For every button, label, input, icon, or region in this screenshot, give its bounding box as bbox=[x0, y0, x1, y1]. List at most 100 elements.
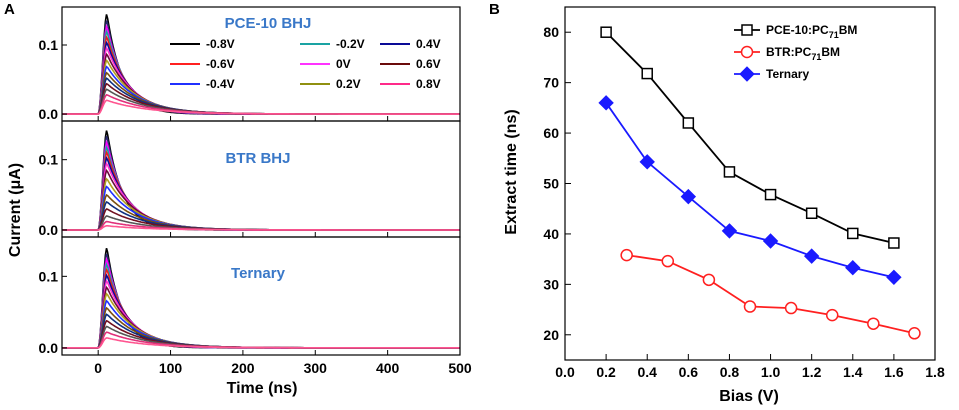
legend-label: BTR:PC71BM bbox=[766, 45, 840, 62]
legend-item: -0.4V bbox=[170, 77, 235, 91]
data-point bbox=[847, 227, 859, 240]
legend-label: -0.2V bbox=[336, 37, 365, 51]
curve-1-2 bbox=[62, 20, 460, 115]
legend-label-main: PCE-10:PC bbox=[766, 23, 829, 37]
ytick-label: 30 bbox=[543, 276, 559, 292]
ytick-label: 0.0 bbox=[39, 340, 59, 356]
ytick-label: 60 bbox=[543, 125, 559, 141]
curve-2-6 bbox=[62, 155, 460, 231]
legend-label: 0V bbox=[336, 57, 351, 71]
legend-item: 0.8V bbox=[380, 77, 441, 91]
legend-label: 0.4V bbox=[416, 37, 441, 51]
xtick-label: 500 bbox=[448, 360, 472, 376]
xtick-label: 1.8 bbox=[925, 364, 945, 380]
legend-item: BTR:PC71BM bbox=[734, 45, 840, 62]
data-point bbox=[680, 188, 697, 205]
xtick-label: 0.0 bbox=[555, 364, 575, 380]
legend-label-sub: 71 bbox=[811, 52, 821, 62]
data-point bbox=[803, 248, 820, 264]
legend-label: 0.6V bbox=[416, 57, 441, 71]
legend-item: -0.2V bbox=[300, 37, 365, 51]
curve-2-15 bbox=[62, 220, 460, 231]
legend-label-tail: BM bbox=[839, 23, 858, 37]
panel-b: B Extract time (ns) Bias (V) 0.0 0.2 0.4 0.… bbox=[489, 1, 945, 405]
ytick-label: 20 bbox=[543, 327, 559, 343]
data-point bbox=[805, 207, 818, 220]
legend-item: 0.4V bbox=[380, 37, 441, 51]
data-point bbox=[784, 301, 798, 315]
ytick-label: 0.0 bbox=[39, 222, 59, 238]
curve-3-15 bbox=[62, 331, 460, 349]
panel-a-ylabel: Current (μA) bbox=[7, 163, 24, 257]
xtick-label: 0 bbox=[94, 360, 102, 376]
legend-label: 0.8V bbox=[416, 77, 441, 91]
data-point bbox=[661, 254, 675, 268]
data-point bbox=[639, 154, 655, 170]
legend-item: -0.8V bbox=[170, 37, 235, 51]
ytick-label: 40 bbox=[543, 226, 559, 242]
legend-item: 0V bbox=[300, 57, 351, 71]
data-point bbox=[598, 95, 614, 111]
curve-2-14 bbox=[62, 215, 460, 231]
subplot-frame-2 bbox=[61, 120, 461, 238]
subplot-2: 0.0 0.1 BTR BHJ bbox=[39, 120, 461, 238]
xtick-label: 300 bbox=[304, 360, 328, 376]
legend-label: -0.4V bbox=[206, 77, 235, 91]
series-2 bbox=[620, 248, 921, 340]
legend-swatch-marker bbox=[741, 24, 753, 36]
panel-b-xlabel: Bias (V) bbox=[719, 388, 779, 405]
ytick-label: 0.1 bbox=[39, 37, 59, 53]
xtick-label: 1.0 bbox=[761, 364, 781, 380]
legend-item: Ternary bbox=[734, 66, 809, 82]
series-1 bbox=[600, 26, 900, 249]
data-point bbox=[762, 233, 779, 249]
curve-3-8 bbox=[62, 285, 460, 349]
legend-swatch-marker bbox=[740, 45, 754, 59]
data-point bbox=[886, 269, 902, 286]
legend-item: 0.2V bbox=[300, 77, 361, 91]
curve-1-16 bbox=[62, 99, 460, 115]
data-point bbox=[721, 223, 738, 239]
subplot-frame-3 bbox=[61, 236, 461, 356]
xtick-label: 400 bbox=[376, 360, 400, 376]
legend-item: PCE-10:PC71BM bbox=[734, 23, 857, 40]
subplot-3: 0.0 0.1 Ternary bbox=[39, 236, 461, 356]
xtick-label: 0.2 bbox=[596, 364, 616, 380]
subplot-1: 0.0 0.1 PCE-10 BHJ bbox=[39, 6, 461, 122]
panel-b-ylabel: Extract time (ns) bbox=[503, 109, 520, 234]
legend-label-main: BTR:PC bbox=[766, 45, 812, 59]
data-point bbox=[908, 327, 921, 340]
data-point bbox=[845, 260, 861, 276]
data-point bbox=[825, 308, 839, 322]
legend-label: PCE-10:PC71BM bbox=[766, 23, 857, 40]
xtick-label: 1.4 bbox=[843, 364, 863, 380]
xtick-label: 200 bbox=[231, 360, 255, 376]
ytick-label: 50 bbox=[543, 176, 559, 192]
legend-label-tail: BM bbox=[821, 45, 840, 59]
data-point bbox=[723, 166, 736, 178]
panel-a-xlabel: Time (ns) bbox=[227, 380, 298, 397]
series-line bbox=[605, 31, 895, 244]
data-point bbox=[600, 26, 612, 38]
curve-2-16 bbox=[62, 225, 460, 231]
curve-2-1 bbox=[62, 130, 460, 231]
subplot-title: Ternary bbox=[231, 265, 286, 282]
ytick-label: 0.0 bbox=[39, 106, 59, 122]
legend-item: -0.6V bbox=[170, 57, 235, 71]
legend-swatch-marker bbox=[739, 66, 755, 82]
data-point bbox=[641, 67, 653, 80]
series-line bbox=[605, 102, 895, 279]
curve-2-9 bbox=[62, 177, 460, 231]
legend-label-main: Ternary bbox=[766, 67, 809, 81]
ytick-label: 0.1 bbox=[39, 152, 59, 168]
data-point bbox=[867, 317, 880, 330]
legend-label: -0.6V bbox=[206, 57, 235, 71]
curve-3-11 bbox=[62, 306, 460, 349]
data-point bbox=[702, 273, 716, 287]
data-point bbox=[682, 117, 695, 129]
data-point bbox=[743, 300, 757, 313]
panel-b-letter: B bbox=[489, 1, 500, 18]
data-point bbox=[888, 237, 900, 249]
data-point bbox=[764, 188, 777, 201]
